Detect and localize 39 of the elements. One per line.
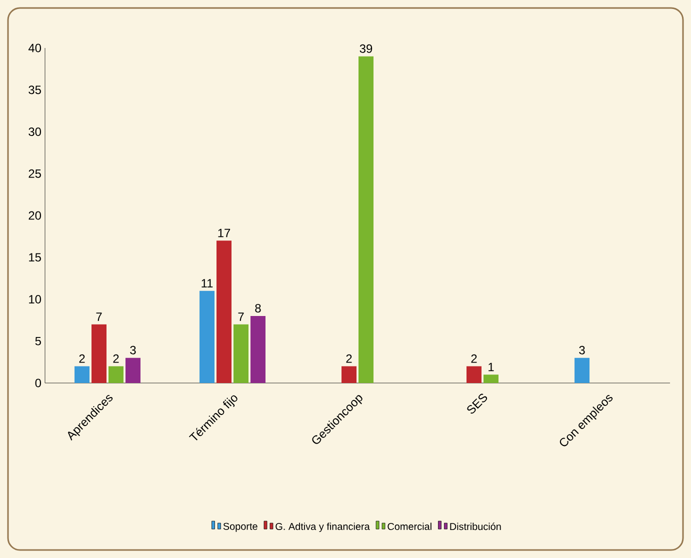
bar [342,366,357,383]
legend-label: Comercial [388,522,432,530]
bar [574,358,590,383]
bar [216,240,232,383]
data-label: 11 [202,279,213,288]
bar [484,374,498,383]
data-label: 2 [113,354,119,363]
data-label: 8 [255,304,261,312]
y-tick-label: 30 [28,128,42,136]
legend-label: Soporte [223,522,258,532]
data-label: 2 [471,354,477,363]
data-label: 3 [130,346,136,354]
data-label: 17 [218,228,230,238]
data-label: 3 [579,346,585,354]
y-tick-label: 5 [35,336,41,346]
data-label: 2 [79,354,85,363]
y-tick-label: 25 [28,169,41,178]
bar [200,290,215,383]
bar [108,366,124,383]
bar [358,56,374,383]
bar [74,366,90,383]
bar [466,366,482,383]
y-tick-label: 0 [35,378,42,388]
data-label: 2 [346,354,352,363]
bar [92,324,107,383]
bar [250,316,266,383]
data-label: 39 [360,44,372,53]
data-label: 1 [488,362,494,372]
bar [125,358,140,383]
legend-label: Distribución [450,522,501,530]
y-tick-label: 35 [28,86,41,94]
y-tick-label: 20 [28,211,42,220]
y-tick-label: 15 [29,253,41,262]
bar [234,324,248,383]
data-label: 7 [96,312,102,321]
legend-label: G. Adtiva y financiera [276,522,370,532]
data-label: 7 [238,312,244,321]
y-tick-label: 40 [28,44,42,52]
y-tick-label: 10 [29,295,42,304]
